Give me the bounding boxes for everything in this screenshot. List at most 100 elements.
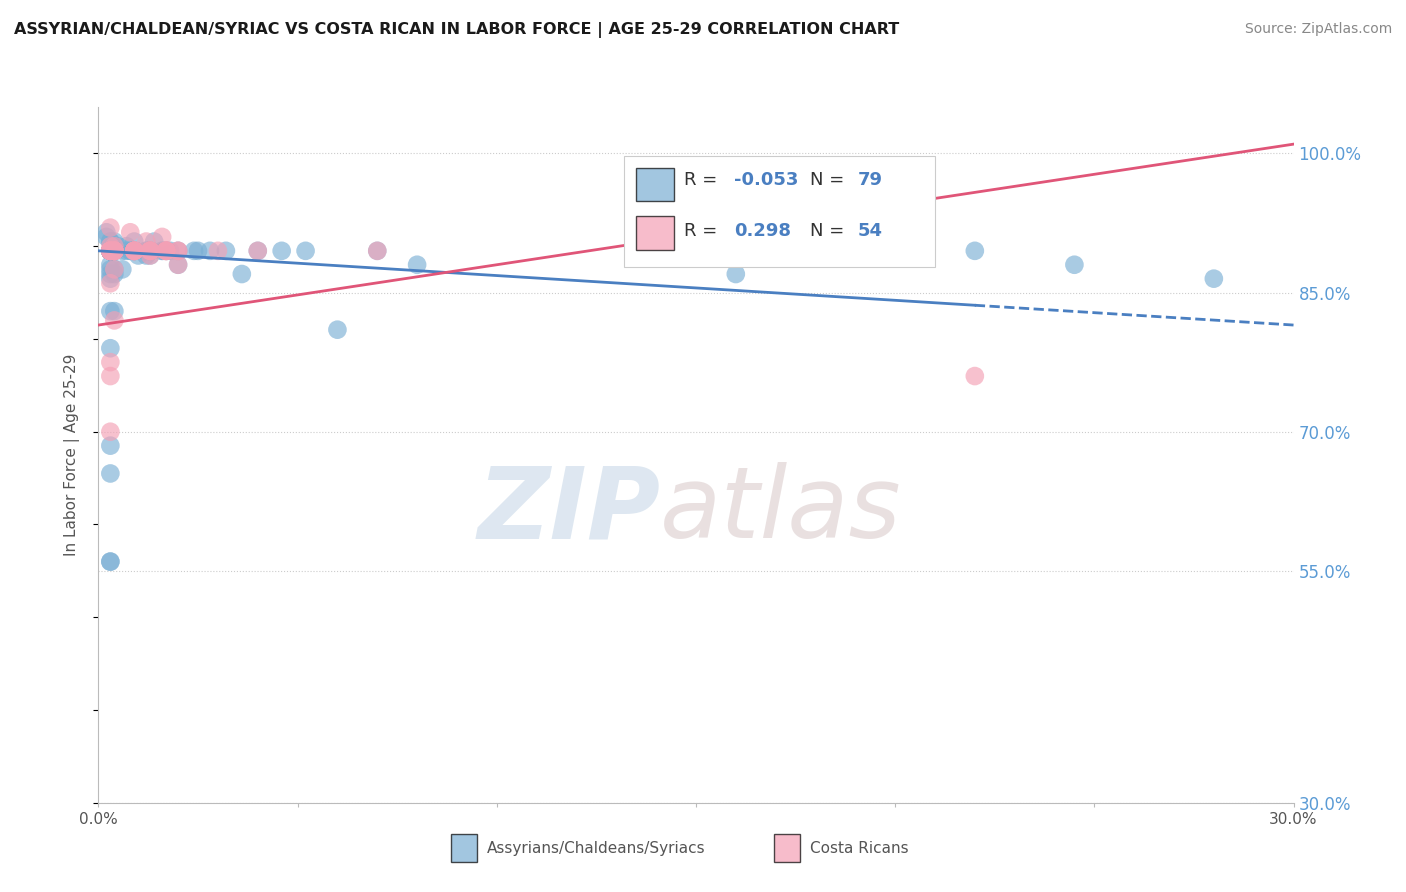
Point	[124, 244, 146, 258]
Point	[100, 244, 122, 258]
Point	[103, 244, 125, 258]
Point	[100, 244, 122, 258]
Point	[103, 244, 125, 258]
Point	[124, 244, 146, 258]
Point	[100, 244, 122, 258]
Point	[100, 244, 122, 258]
Point	[124, 244, 146, 258]
Point	[1063, 258, 1085, 272]
Point	[103, 244, 125, 258]
Point	[100, 235, 122, 249]
Point	[96, 225, 118, 239]
FancyBboxPatch shape	[637, 168, 675, 201]
Point	[124, 244, 146, 258]
Point	[103, 244, 125, 258]
Text: Costa Ricans: Costa Ricans	[810, 840, 908, 855]
Point	[824, 244, 846, 258]
Text: ASSYRIAN/CHALDEAN/SYRIAC VS COSTA RICAN IN LABOR FORCE | AGE 25-29 CORRELATION C: ASSYRIAN/CHALDEAN/SYRIAC VS COSTA RICAN …	[14, 22, 900, 38]
Point	[155, 244, 177, 258]
Point	[103, 262, 125, 277]
Point	[100, 244, 122, 258]
Point	[100, 341, 122, 355]
Point	[183, 244, 205, 258]
Point	[100, 244, 122, 258]
Point	[103, 244, 125, 258]
Point	[100, 244, 122, 258]
Point	[150, 244, 173, 258]
Point	[100, 425, 122, 439]
Point	[127, 248, 149, 262]
Point	[100, 304, 122, 318]
Point	[120, 244, 142, 258]
Point	[100, 467, 122, 481]
Point	[103, 235, 125, 249]
Point	[100, 258, 122, 272]
Point	[100, 239, 122, 253]
Point	[135, 248, 157, 262]
Point	[100, 244, 122, 258]
Point	[139, 244, 162, 258]
Point	[366, 244, 388, 258]
Point	[155, 244, 177, 258]
Point	[143, 235, 166, 249]
Point	[96, 230, 118, 244]
Point	[103, 262, 125, 277]
Point	[231, 267, 253, 281]
Text: Source: ZipAtlas.com: Source: ZipAtlas.com	[1244, 22, 1392, 37]
Point	[100, 244, 122, 258]
Point	[100, 262, 122, 277]
Point	[111, 244, 134, 258]
Point	[103, 304, 125, 318]
Point	[124, 244, 146, 258]
Point	[135, 244, 157, 258]
Point	[159, 244, 181, 258]
Point	[207, 244, 229, 258]
Point	[187, 244, 209, 258]
Y-axis label: In Labor Force | Age 25-29: In Labor Force | Age 25-29	[63, 354, 80, 556]
Point	[139, 244, 162, 258]
Point	[167, 244, 190, 258]
Point	[724, 267, 747, 281]
Text: 0.298: 0.298	[734, 222, 792, 240]
Point	[139, 244, 162, 258]
Point	[100, 244, 122, 258]
Text: Assyrians/Chaldeans/Syriacs: Assyrians/Chaldeans/Syriacs	[486, 840, 706, 855]
Point	[100, 369, 122, 384]
Point	[103, 244, 125, 258]
Point	[406, 258, 429, 272]
Point	[103, 244, 125, 258]
FancyBboxPatch shape	[451, 834, 477, 862]
Point	[139, 244, 162, 258]
Point	[103, 239, 125, 253]
Point	[139, 244, 162, 258]
Point	[167, 258, 190, 272]
Point	[115, 239, 138, 253]
Point	[963, 244, 986, 258]
Point	[198, 244, 221, 258]
Point	[150, 230, 173, 244]
Point	[100, 355, 122, 369]
Point	[100, 244, 122, 258]
Point	[100, 267, 122, 281]
Point	[139, 244, 162, 258]
Point	[100, 244, 122, 258]
Point	[115, 244, 138, 258]
Text: R =: R =	[685, 171, 723, 189]
Point	[100, 555, 122, 569]
Point	[139, 248, 162, 262]
Point	[100, 244, 122, 258]
Point	[120, 225, 142, 239]
Point	[100, 244, 122, 258]
Point	[124, 235, 146, 249]
Point	[685, 244, 707, 258]
Point	[155, 244, 177, 258]
Point	[100, 244, 122, 258]
Point	[124, 244, 146, 258]
Point	[107, 239, 129, 253]
Text: 54: 54	[858, 222, 883, 240]
Point	[963, 369, 986, 384]
Point	[100, 220, 122, 235]
Point	[135, 244, 157, 258]
Point	[167, 244, 190, 258]
Point	[100, 244, 122, 258]
